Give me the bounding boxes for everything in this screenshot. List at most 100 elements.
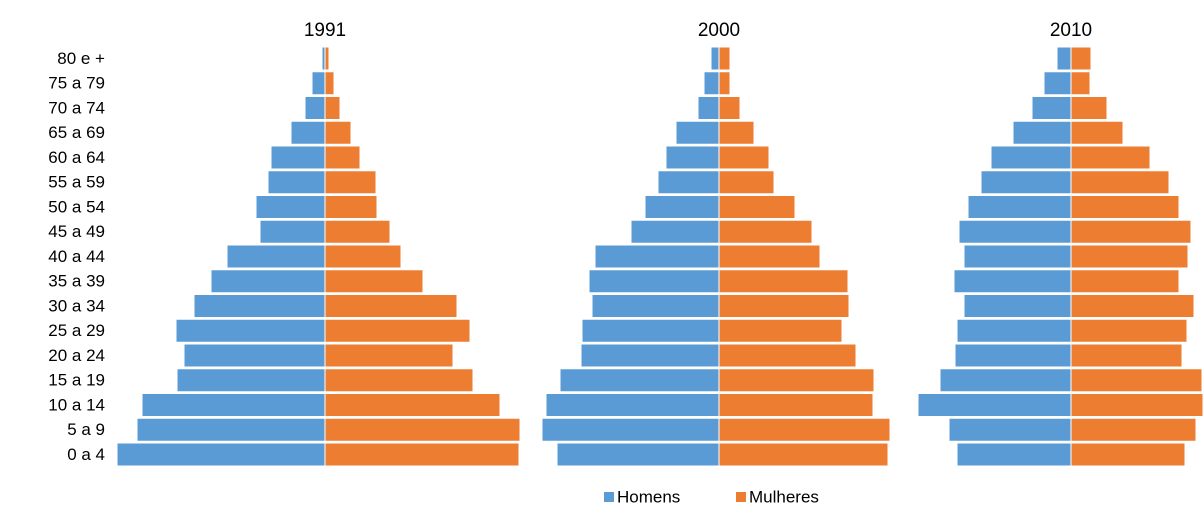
bar bbox=[1070, 244, 1189, 269]
bar bbox=[270, 145, 326, 170]
bar bbox=[324, 120, 352, 145]
bar bbox=[324, 294, 458, 318]
bar bbox=[259, 219, 326, 244]
bar bbox=[675, 120, 720, 145]
bar bbox=[1031, 96, 1072, 120]
bar bbox=[718, 442, 889, 467]
category-label: 45 a 49 bbox=[48, 222, 105, 241]
bar bbox=[1012, 120, 1072, 145]
bar bbox=[324, 269, 424, 294]
bar bbox=[324, 170, 377, 195]
panel-title: 1991 bbox=[304, 20, 346, 41]
panel-title: 2000 bbox=[698, 20, 740, 41]
bar bbox=[1070, 442, 1186, 467]
bar bbox=[718, 170, 775, 195]
bar bbox=[324, 318, 471, 343]
bar bbox=[718, 120, 755, 145]
bar bbox=[226, 244, 326, 269]
bar bbox=[581, 318, 720, 343]
bar bbox=[1070, 96, 1108, 120]
bar bbox=[1043, 71, 1072, 96]
category-label: 60 a 64 bbox=[48, 148, 105, 167]
bar bbox=[1070, 343, 1183, 368]
legend-swatch bbox=[736, 492, 746, 502]
bar bbox=[697, 96, 720, 120]
bar bbox=[948, 417, 1072, 442]
bar bbox=[1070, 145, 1151, 170]
bar bbox=[311, 71, 326, 96]
bar bbox=[963, 294, 1072, 318]
bar bbox=[1070, 393, 1203, 417]
category-label: 80 e + bbox=[57, 49, 105, 68]
bar bbox=[718, 318, 843, 343]
bar bbox=[176, 368, 326, 393]
bar bbox=[703, 71, 720, 96]
bar bbox=[324, 343, 454, 368]
bar bbox=[304, 96, 326, 120]
category-label: 25 a 29 bbox=[48, 321, 105, 340]
category-label: 35 a 39 bbox=[48, 272, 105, 291]
bar bbox=[324, 368, 474, 393]
bar bbox=[718, 219, 813, 244]
bar bbox=[588, 269, 720, 294]
bar bbox=[136, 417, 326, 442]
bar bbox=[718, 368, 875, 393]
bar bbox=[718, 96, 741, 120]
panel-title: 2010 bbox=[1050, 20, 1092, 41]
legend-swatch bbox=[604, 492, 614, 502]
bar bbox=[917, 393, 1072, 417]
bar bbox=[1056, 46, 1072, 71]
bar bbox=[175, 318, 326, 343]
bar bbox=[718, 269, 849, 294]
bar bbox=[644, 195, 720, 219]
bar bbox=[958, 219, 1072, 244]
bar bbox=[718, 71, 731, 96]
bar bbox=[210, 269, 326, 294]
bar bbox=[290, 120, 326, 145]
bar bbox=[545, 393, 720, 417]
legend-label: Homens bbox=[617, 487, 680, 506]
bar bbox=[193, 294, 326, 318]
bar bbox=[718, 294, 850, 318]
bar bbox=[324, 219, 391, 244]
bar bbox=[324, 417, 521, 442]
bar bbox=[954, 343, 1072, 368]
bar bbox=[324, 195, 378, 219]
bar bbox=[1070, 269, 1180, 294]
category-label: 55 a 59 bbox=[48, 173, 105, 192]
bar bbox=[630, 219, 720, 244]
category-label: 20 a 24 bbox=[48, 346, 105, 365]
bar bbox=[1070, 318, 1188, 343]
bar bbox=[324, 393, 501, 417]
category-label: 30 a 34 bbox=[48, 296, 105, 315]
bar bbox=[665, 145, 720, 170]
legend-label: Mulheres bbox=[749, 487, 819, 506]
bar bbox=[183, 343, 326, 368]
category-label: 50 a 54 bbox=[48, 197, 105, 216]
bar bbox=[1070, 368, 1203, 393]
bar bbox=[556, 442, 720, 467]
bar bbox=[718, 393, 874, 417]
bar bbox=[963, 244, 1072, 269]
bar bbox=[939, 368, 1072, 393]
bar bbox=[980, 170, 1072, 195]
bar bbox=[141, 393, 326, 417]
bar bbox=[718, 417, 891, 442]
bar bbox=[541, 417, 720, 442]
bar bbox=[1070, 46, 1092, 71]
category-label: 10 a 14 bbox=[48, 395, 105, 414]
category-label: 0 a 4 bbox=[67, 445, 105, 464]
bar bbox=[1070, 195, 1180, 219]
bar bbox=[1070, 120, 1124, 145]
bar bbox=[718, 145, 770, 170]
bar bbox=[324, 442, 520, 467]
category-label: 75 a 79 bbox=[48, 74, 105, 93]
bar bbox=[1070, 219, 1192, 244]
bar bbox=[1070, 294, 1195, 318]
bar bbox=[324, 145, 361, 170]
bar bbox=[1070, 71, 1091, 96]
bar bbox=[324, 71, 335, 96]
bar bbox=[559, 368, 720, 393]
bar bbox=[1070, 170, 1170, 195]
